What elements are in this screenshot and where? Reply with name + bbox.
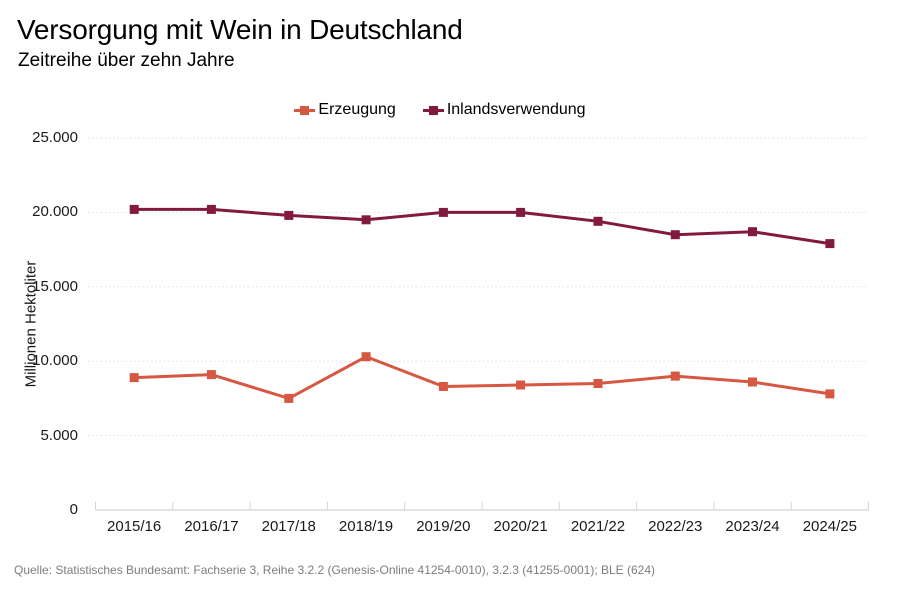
series-marker-erzeugung bbox=[593, 379, 603, 388]
series-marker-erzeugung bbox=[670, 371, 680, 381]
series-marker-inlandsverwendung bbox=[670, 230, 680, 240]
series-marker-erzeugung bbox=[516, 380, 526, 390]
series-line-erzeugung bbox=[134, 355, 831, 401]
y-tick-label: 10.000 bbox=[32, 352, 78, 370]
y-tick-label: 25.000 bbox=[32, 129, 78, 146]
y-axis-title: Millionen Hektoliter bbox=[22, 260, 40, 388]
legend-label-erzeugung: Erzeugung bbox=[318, 101, 396, 118]
legend-item-erzeugung: Erzeugung bbox=[294, 101, 396, 119]
y-tick-label: 15.000 bbox=[32, 277, 78, 295]
series-marker-inlandsverwendung bbox=[438, 207, 448, 217]
series-marker-erzeugung bbox=[129, 373, 139, 383]
legend-marker-inlandsverwendung-icon bbox=[422, 105, 444, 115]
chart-subtitle: Zeitreihe über zehn Jahre bbox=[18, 50, 235, 71]
source-note: Quelle: Statistisches Bundesamt: Fachser… bbox=[14, 563, 656, 577]
legend-label-inlandsverwendung: Inlandsverwendung bbox=[446, 101, 586, 118]
y-tick-label: 0 bbox=[69, 501, 78, 518]
y-axis-labels: 0 5.000 10.000 15.000 20.000 25.000 bbox=[0, 0, 78, 589]
chart-title: Versorgung mit Wein in Deutschland bbox=[17, 14, 463, 45]
series-marker-erzeugung bbox=[284, 393, 294, 403]
series-marker-inlandsverwendung bbox=[284, 210, 294, 220]
series-marker-inlandsverwendung bbox=[129, 204, 139, 214]
series-marker-erzeugung bbox=[361, 352, 371, 362]
series-marker-erzeugung bbox=[206, 370, 216, 380]
series-marker-erzeugung bbox=[438, 382, 448, 391]
legend-marker-erzeugung-icon bbox=[294, 105, 316, 115]
series-marker-inlandsverwendung bbox=[206, 204, 216, 214]
series-line-inlandsverwendung bbox=[134, 207, 831, 246]
series-marker-erzeugung bbox=[825, 389, 835, 399]
series-marker-inlandsverwendung bbox=[825, 239, 835, 249]
series-marker-inlandsverwendung bbox=[593, 216, 603, 226]
y-tick-label: 20.000 bbox=[32, 203, 78, 221]
series-marker-inlandsverwendung bbox=[516, 207, 526, 217]
series-marker-inlandsverwendung bbox=[361, 215, 371, 225]
y-tick-label: 5.000 bbox=[40, 426, 78, 444]
legend-item-inlandsverwendung: Inlandsverwendung bbox=[422, 101, 586, 119]
legend: Erzeugung Inlandsverwendung bbox=[0, 97, 890, 123]
series-marker-erzeugung bbox=[748, 377, 757, 387]
series-marker-inlandsverwendung bbox=[748, 227, 757, 237]
